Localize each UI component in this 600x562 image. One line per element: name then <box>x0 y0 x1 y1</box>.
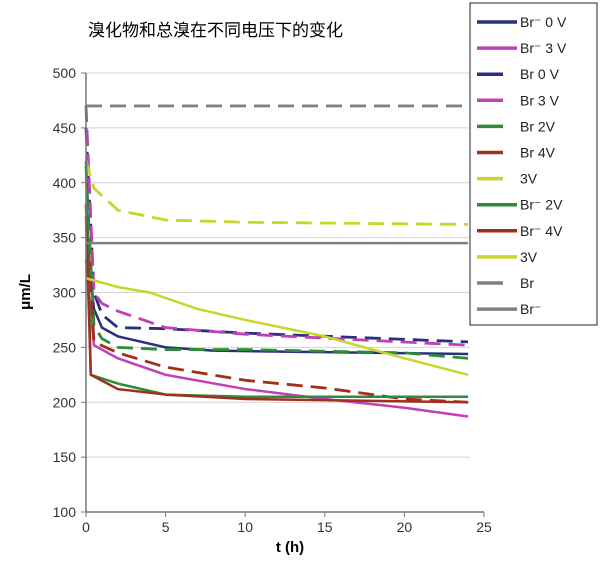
series-line <box>86 248 469 356</box>
x-tick-label: 15 <box>317 519 333 535</box>
legend-label: Br 3 V <box>520 92 560 108</box>
series-line <box>84 127 469 344</box>
x-tick-label: 25 <box>476 519 492 535</box>
legend-label: Br 2V <box>520 118 556 134</box>
series-line <box>84 166 469 360</box>
series-line <box>84 160 469 226</box>
series-line <box>84 204 469 404</box>
x-axis-label: t (h) <box>276 539 304 556</box>
series-line <box>84 160 469 399</box>
series-line <box>84 105 469 347</box>
series-line <box>84 259 469 418</box>
legend-label: Br⁻ 4V <box>520 223 563 239</box>
legend-label: Br 4V <box>520 145 556 161</box>
y-tick-label: 300 <box>53 285 77 301</box>
y-tick-label: 150 <box>53 449 77 465</box>
x-tick-label: 20 <box>397 519 413 535</box>
legend-label: Br⁻ 0 V <box>520 14 567 30</box>
legend-label: Br⁻ 2V <box>520 197 563 213</box>
chart-title: 溴化物和总溴在不同电压下的变化 <box>88 21 343 40</box>
legend-label: Br 0 V <box>520 66 560 82</box>
y-tick-label: 250 <box>53 339 77 355</box>
legend-label: Br⁻ <box>520 301 541 317</box>
y-tick-label: 450 <box>53 120 77 136</box>
y-tick-label: 400 <box>53 175 77 191</box>
legend: Br⁻ 0 V Br⁻ 3 V Br 0 V Br 3 V Br 2V Br 4V 3V Br… <box>469 2 598 326</box>
y-tick-label: 350 <box>53 230 77 246</box>
x-tick-label: 0 <box>82 519 90 535</box>
series-line <box>85 277 469 377</box>
y-axis-label: μm/L <box>17 274 34 310</box>
legend-label: Br⁻ 3 V <box>520 40 567 56</box>
x-tick-label: 10 <box>237 519 253 535</box>
y-tick-label: 200 <box>53 394 77 410</box>
legend-label: 3V <box>520 249 538 265</box>
y-tick-label: 100 <box>53 504 77 520</box>
x-tick-label: 5 <box>162 519 170 535</box>
y-tick-label: 500 <box>53 65 77 81</box>
legend-label: Br <box>520 275 534 291</box>
legend-label: 3V <box>520 171 538 187</box>
series-line <box>84 215 469 404</box>
